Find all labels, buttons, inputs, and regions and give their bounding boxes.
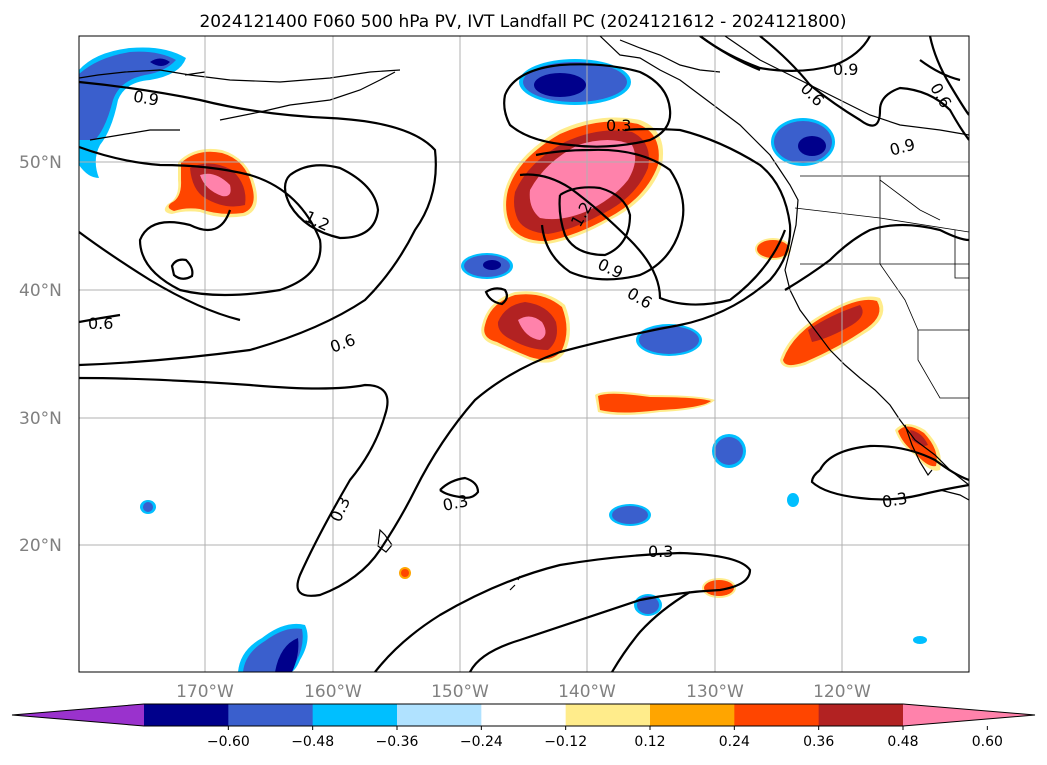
- longitude-labels: 170°W 160°W 150°W 140°W 130°W 120°W: [176, 682, 871, 702]
- colorbar-tick-label: 0.60: [972, 734, 1003, 750]
- colorbar-tick-label: 0.12: [634, 734, 665, 750]
- negative-anomaly-blob-bc: [771, 118, 835, 166]
- map-area: 0.9 0.9 0.6 0.9 0.6 1.2 0.3 1.2 0.9 0.6 …: [79, 36, 969, 672]
- lat-label: 30°N: [19, 409, 62, 429]
- contour-label: 0.3: [606, 116, 631, 135]
- negative-anomaly-blob-s: [609, 504, 651, 526]
- colorbar-tick-label: −0.36: [376, 734, 419, 750]
- colorbar-swatch: [818, 704, 904, 726]
- colorbar-tick-label: −0.60: [207, 734, 250, 750]
- colorbar-swatch: [565, 704, 651, 726]
- figure-title: 2024121400 F060 500 hPa PV, IVT Landfall…: [199, 12, 846, 32]
- colorbar-tick-label: −0.12: [544, 734, 587, 750]
- positive-anomaly-blob-ca: [780, 296, 884, 368]
- contour-label: 0.9: [833, 60, 858, 79]
- latitude-labels: 50°N 40°N 30°N 20°N: [19, 153, 62, 556]
- negative-anomaly-blob-se: [712, 434, 746, 468]
- map-frame: [78, 35, 970, 673]
- colorbar-tick-label: 0.24: [719, 734, 750, 750]
- lon-label: 170°W: [176, 682, 234, 702]
- colorbar-swatch: [228, 704, 314, 726]
- positive-anomaly-streak: [595, 391, 715, 415]
- colorbar-tick-label: −0.24: [460, 734, 503, 750]
- contour-label: 0.9: [132, 87, 160, 110]
- positive-anomaly-blob-oregon: [755, 238, 791, 260]
- colorbar-tick-label: −0.48: [291, 734, 334, 750]
- contour-label: 0.3: [441, 491, 470, 515]
- colorbar: −0.60 −0.48 −0.36 −0.24 −0.12 0.12 0.24 0.36 0.4…: [11, 703, 1036, 750]
- colorbar-swatch: [734, 704, 820, 726]
- lat-label: 50°N: [19, 153, 62, 173]
- lat-label: 40°N: [19, 281, 62, 301]
- negative-anomaly-blob-sw: [238, 623, 308, 672]
- lon-label: 160°W: [304, 682, 362, 702]
- lat-label: 20°N: [19, 536, 62, 556]
- negative-anomaly-blob-nw: [79, 47, 186, 178]
- graticule: [79, 36, 969, 672]
- lon-label: 150°W: [431, 682, 489, 702]
- colorbar-swatch: [481, 704, 567, 726]
- colorbar-swatch: [650, 704, 735, 726]
- colorbar-extend-max: [903, 704, 1035, 726]
- positive-anomaly-dots: [399, 567, 736, 598]
- lon-label: 140°W: [558, 682, 616, 702]
- ivt-contours: [79, 36, 969, 672]
- colorbar-tick-label: 0.36: [803, 734, 834, 750]
- lon-label: 120°W: [813, 682, 871, 702]
- colorbar-swatch: [397, 704, 482, 726]
- positive-anomaly-blob-center: [481, 291, 570, 363]
- colorbar-swatch: [144, 704, 229, 726]
- contour-label: 0.3: [648, 542, 673, 561]
- contour-label: 0.3: [881, 489, 909, 512]
- colorbar-outline: [11, 703, 1036, 727]
- negative-anomaly-blob-gulf-alaska: [519, 59, 631, 105]
- negative-anomaly-blob-e: [636, 324, 702, 356]
- political-borders: [794, 175, 969, 399]
- negative-anomaly-blob-mid: [461, 253, 513, 279]
- colorbar-extend-min: [12, 704, 144, 726]
- contour-label: 0.6: [88, 314, 113, 333]
- negative-anomaly-dots: [140, 493, 927, 644]
- colorbar-swatch: [312, 704, 398, 726]
- lon-label: 130°W: [686, 682, 744, 702]
- pv-shading: [79, 47, 941, 672]
- colorbar-tick-label: 0.48: [887, 734, 918, 750]
